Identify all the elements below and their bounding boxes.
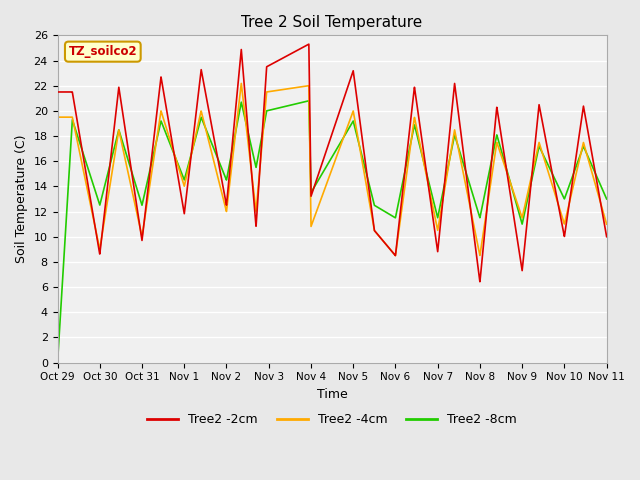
Y-axis label: Soil Temperature (C): Soil Temperature (C)	[15, 135, 28, 263]
X-axis label: Time: Time	[317, 388, 348, 401]
Legend: Tree2 -2cm, Tree2 -4cm, Tree2 -8cm: Tree2 -2cm, Tree2 -4cm, Tree2 -8cm	[142, 408, 522, 431]
Text: TZ_soilco2: TZ_soilco2	[68, 45, 137, 58]
Title: Tree 2 Soil Temperature: Tree 2 Soil Temperature	[241, 15, 422, 30]
